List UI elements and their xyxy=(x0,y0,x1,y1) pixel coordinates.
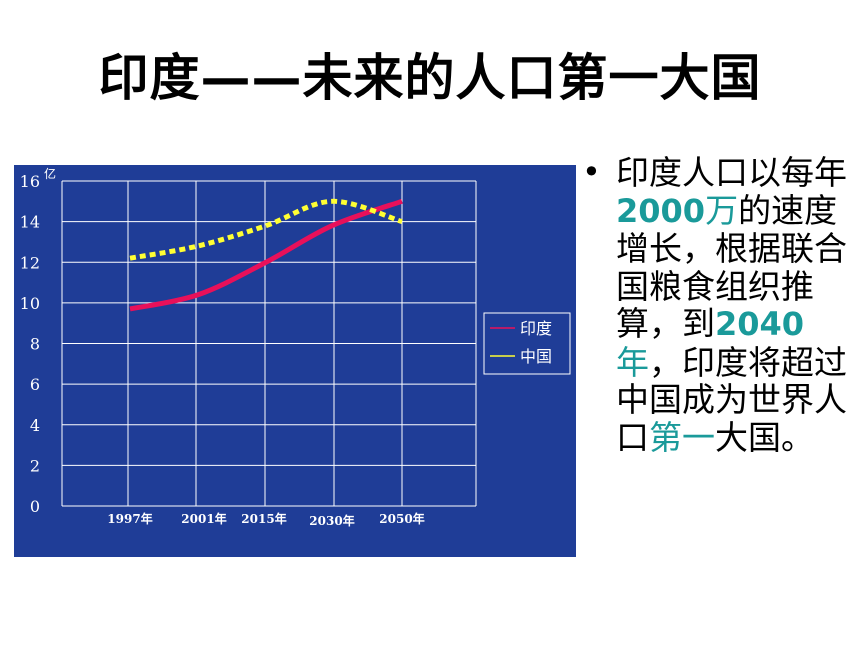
legend-label: 中国 xyxy=(520,347,552,366)
y-tick-label: 6 xyxy=(30,375,40,394)
x-tick-label: 2001年 xyxy=(181,511,226,526)
y-tick-label: 4 xyxy=(30,416,40,435)
y-tick-label: 14 xyxy=(20,213,40,232)
bullet-text-segment: 万 xyxy=(705,190,739,230)
bullet-text-segment: 印度人口以每年 xyxy=(616,153,847,192)
y-unit-label: 亿 xyxy=(44,166,56,181)
series-line-china xyxy=(129,198,403,261)
x-tick-label: 1997年 xyxy=(107,511,152,526)
x-tick-label: 2015年 xyxy=(241,511,286,526)
y-tick-label: 8 xyxy=(30,335,40,354)
series-line-india xyxy=(129,198,403,312)
slide-title: 印度——未来的人口第一大国 xyxy=(98,49,762,107)
bullet-text-segment: 的速度增长，根据联合国粮食组织推算，到 xyxy=(616,190,847,343)
legend-label: 印度 xyxy=(520,319,552,338)
bullet-text-segment: 第一 xyxy=(649,417,715,457)
y-tick-label: 16 xyxy=(20,172,40,191)
bullet-dot: • xyxy=(582,153,601,191)
bullet-text-segment: 2000 xyxy=(616,191,706,230)
bullet-text-segment: 大国。 xyxy=(715,417,814,457)
y-tick-label: 12 xyxy=(20,253,40,272)
legend-box xyxy=(483,312,571,375)
bullet-text-segment: 2040 xyxy=(715,305,805,343)
y-tick-label: 10 xyxy=(20,294,40,313)
x-tick-label: 2030年 xyxy=(309,513,354,528)
x-tick-label: 2050年 xyxy=(379,511,424,526)
bullet-text-segment: 年 xyxy=(616,342,649,382)
y-tick-label: 2 xyxy=(30,456,40,475)
population-chart: 0 2 4 6 8 10 12 14 16 亿 1997年 2001年 2015年 2030年 2050年 印… xyxy=(14,165,576,557)
bullet-text-segment: ，印度将超过中国成为世界人口 xyxy=(616,342,847,457)
y-tick-label: 0 xyxy=(30,497,40,516)
chart-canvas: 0 2 4 6 8 10 12 14 16 亿 1997年 2001年 2015年 2030年 2050年 印… xyxy=(20,166,571,528)
bullet-paragraph: 印度人口以每年2000万的速度增长，根据联合国粮食组织推算，到2040 年，印度将… xyxy=(616,154,852,456)
